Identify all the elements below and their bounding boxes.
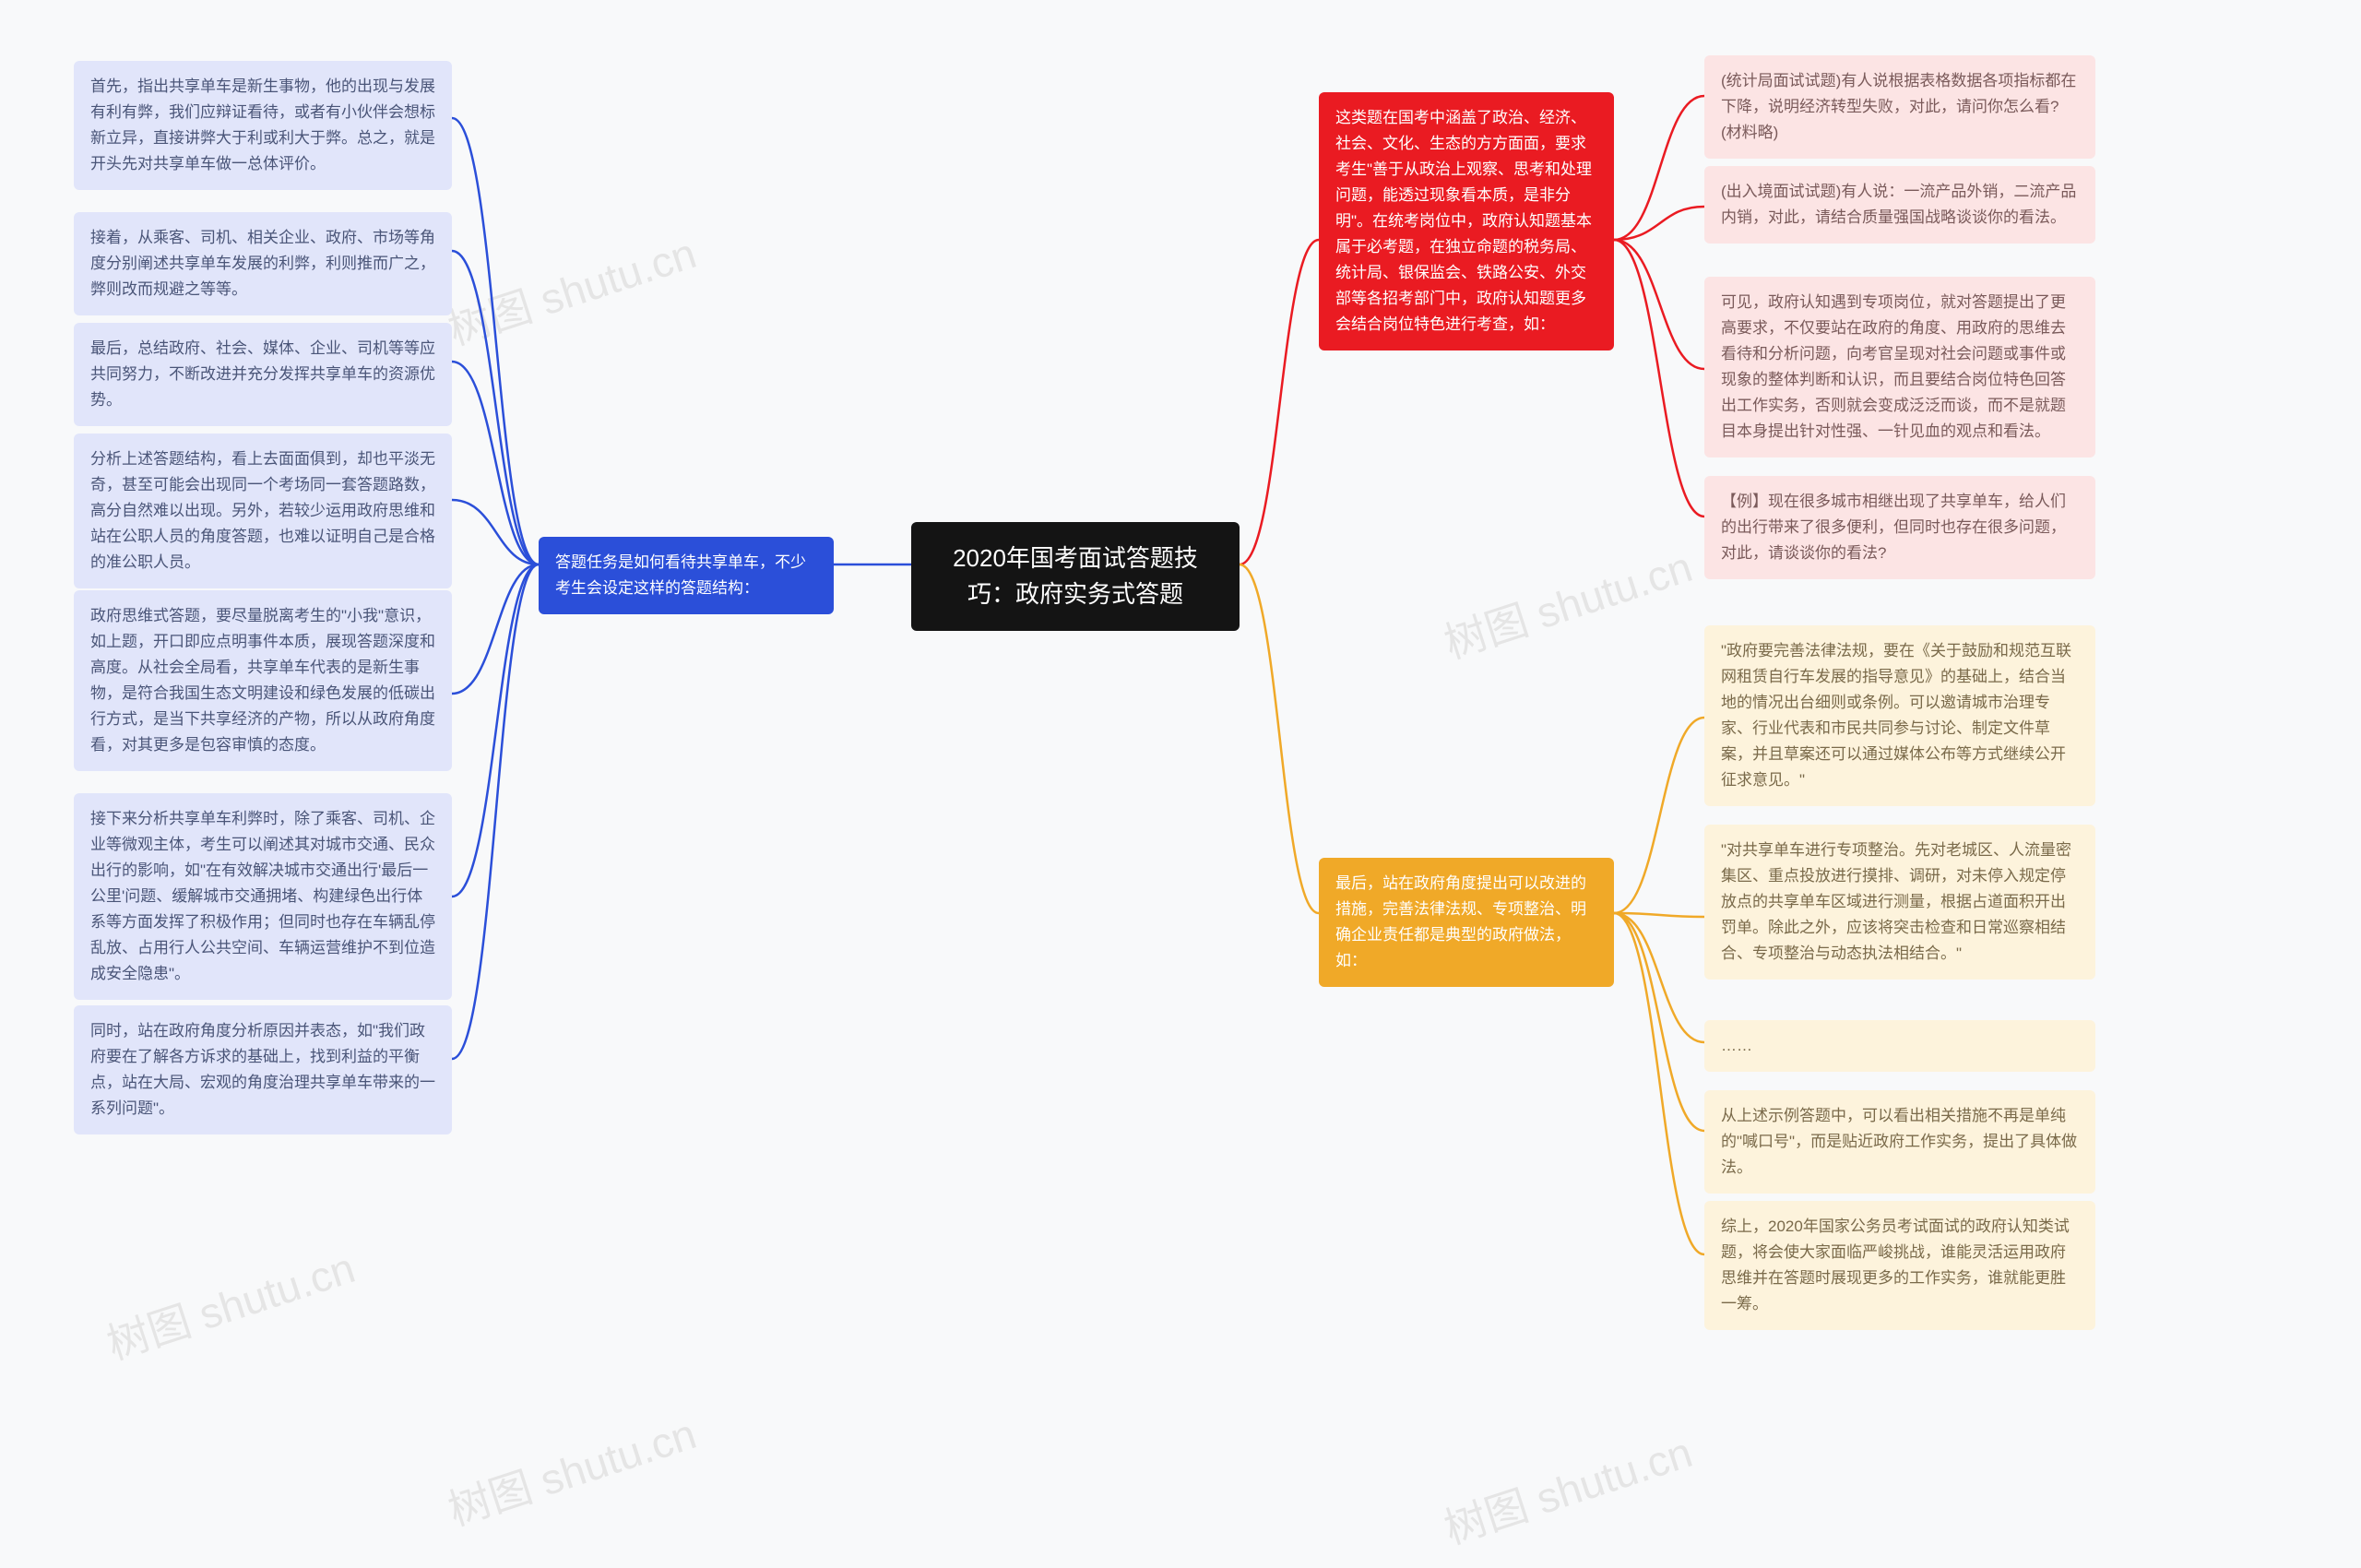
watermark: 树图 shutu.cn — [1436, 1420, 1699, 1557]
center-node: 2020年国考面试答题技巧：政府实务式答题 — [911, 522, 1240, 631]
leaf-red-0: (统计局面试试题)有人说根据表格数据各项指标都在下降，说明经济转型失败，对此，请… — [1704, 55, 2095, 159]
leaf-red-1: (出入境面试试题)有人说：一流产品外销，二流产品内销，对此，请结合质量强国战略谈… — [1704, 166, 2095, 244]
leaf-blue-1: 接着，从乘客、司机、相关企业、政府、市场等角度分别阐述共享单车发展的利弊，利则推… — [74, 212, 452, 315]
leaf-blue-2: 最后，总结政府、社会、媒体、企业、司机等等应共同努力，不断改进并充分发挥共享单车… — [74, 323, 452, 426]
branch-yellow: 最后，站在政府角度提出可以改进的措施，完善法律法规、专项整治、明确企业责任都是典… — [1319, 858, 1614, 987]
leaf-blue-5: 接下来分析共享单车利弊时，除了乘客、司机、企业等微观主体，考生可以阐述其对城市交… — [74, 793, 452, 1000]
leaf-blue-4: 政府思维式答题，要尽量脱离考生的"小我"意识，如上题，开口即应点明事件本质，展现… — [74, 590, 452, 771]
leaf-blue-0: 首先，指出共享单车是新生事物，他的出现与发展有利有弊，我们应辩证看待，或者有小伙… — [74, 61, 452, 190]
watermark: 树图 shutu.cn — [440, 220, 703, 358]
branch-blue: 答题任务是如何看待共享单车，不少考生会设定这样的答题结构： — [539, 537, 834, 614]
leaf-red-2: 可见，政府认知遇到专项岗位，就对答题提出了更高要求，不仅要站在政府的角度、用政府… — [1704, 277, 2095, 457]
leaf-yellow-1: "对共享单车进行专项整治。先对老城区、人流量密集区、重点投放进行摸排、调研，对未… — [1704, 825, 2095, 980]
leaf-yellow-2: …… — [1704, 1020, 2095, 1072]
branch-red: 这类题在国考中涵盖了政治、经济、社会、文化、生态的方方面面，要求考生"善于从政治… — [1319, 92, 1614, 350]
leaf-yellow-4: 综上，2020年国家公务员考试面试的政府认知类试题，将会使大家面临严峻挑战，谁能… — [1704, 1201, 2095, 1330]
watermark: 树图 shutu.cn — [1436, 534, 1699, 671]
leaf-yellow-0: "政府要完善法律法规，要在《关于鼓励和规范互联网租赁自行车发展的指导意见》的基础… — [1704, 625, 2095, 806]
leaf-red-3: 【例】现在很多城市相继出现了共享单车，给人们的出行带来了很多便利，但同时也存在很… — [1704, 476, 2095, 579]
leaf-blue-6: 同时，站在政府角度分析原因并表态，如"我们政府要在了解各方诉求的基础上，找到利益… — [74, 1005, 452, 1134]
watermark: 树图 shutu.cn — [440, 1401, 703, 1538]
watermark: 树图 shutu.cn — [99, 1235, 362, 1372]
leaf-yellow-3: 从上述示例答题中，可以看出相关措施不再是单纯的"喊口号"，而是贴近政府工作实务，… — [1704, 1090, 2095, 1194]
leaf-blue-3: 分析上述答题结构，看上去面面俱到，却也平淡无奇，甚至可能会出现同一个考场同一套答… — [74, 434, 452, 588]
